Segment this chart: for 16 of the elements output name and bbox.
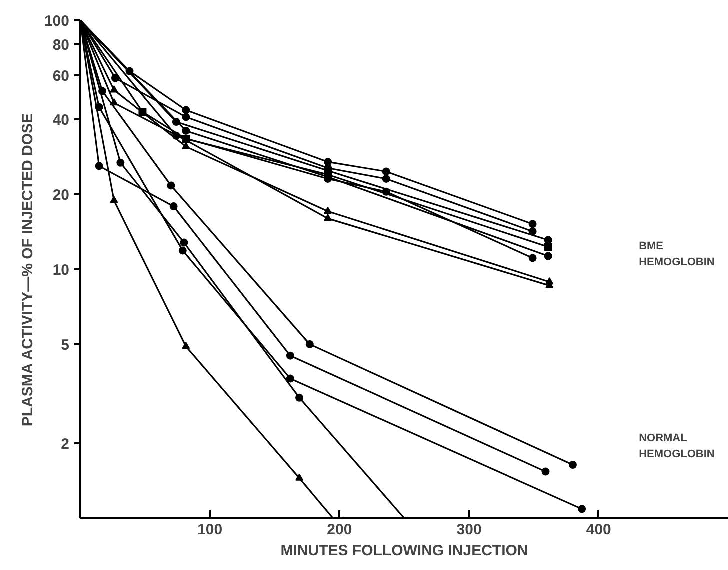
y-axis-title: PLASMA ACTIVITY—% OF INJECTED DOSE [19, 114, 36, 427]
x-tick-label: 300 [456, 522, 482, 538]
x-tick-label: 200 [327, 522, 352, 538]
x-axis-title: MINUTES FOLLOWING INJECTION [280, 542, 528, 560]
y-tick-label: 10 [52, 262, 70, 279]
y-tick-label: 100 [44, 13, 70, 30]
y-tick-label: 5 [61, 336, 70, 354]
x-tick-label: 400 [586, 522, 612, 538]
annotation: NORMAL HEMOGLOBIN [639, 432, 715, 460]
y-tick-label: 2 [61, 436, 70, 454]
x-tick-label: 100 [198, 522, 223, 538]
y-tick-label: 40 [52, 112, 70, 130]
y-tick-label: 20 [52, 187, 70, 204]
y-tick-label: 60 [52, 68, 70, 86]
y-tick-label: 80 [52, 37, 70, 54]
annotation: BME HEMOGLOBIN [639, 240, 715, 269]
